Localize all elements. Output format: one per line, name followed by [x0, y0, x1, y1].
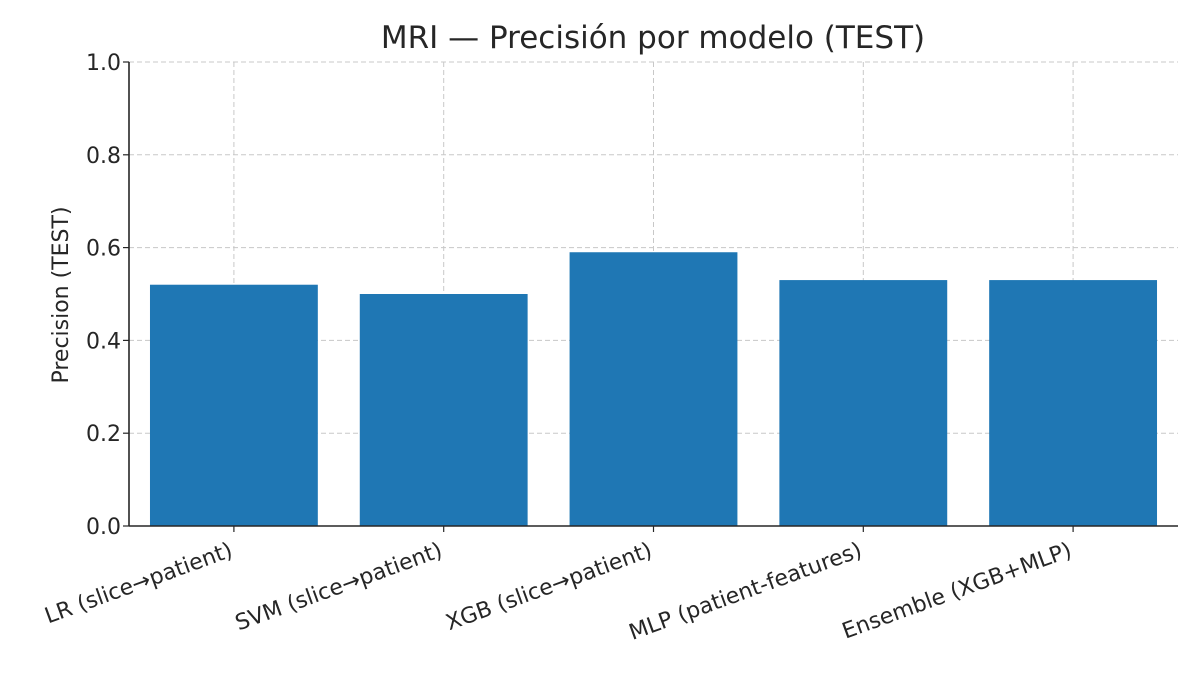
x-tick-label: Ensemble (XGB+MLP)	[839, 538, 1075, 644]
bar	[359, 294, 528, 526]
y-axis-label: Precision (TEST)	[49, 206, 74, 383]
bar	[779, 280, 948, 526]
y-tick-label: 0.8	[86, 144, 121, 169]
bar	[569, 252, 738, 527]
bars	[149, 252, 1158, 527]
axes	[123, 61, 1178, 532]
x-tick-label: SVM (slice→patient)	[232, 538, 446, 636]
y-tick-label: 1.0	[86, 51, 121, 76]
bar	[989, 280, 1158, 526]
x-tick-label: MLP (patient-features)	[626, 538, 866, 646]
y-tick-label: 0.2	[86, 422, 121, 447]
y-tick-label: 0.4	[86, 329, 121, 354]
x-tick-label: LR (slice→patient)	[42, 538, 236, 629]
bar	[149, 284, 318, 526]
x-tick-label: XGB (slice→patient)	[443, 538, 656, 636]
y-tick-label: 0.0	[86, 515, 121, 540]
y-tick-label: 0.6	[86, 237, 121, 262]
chart-title: MRI — Precisión por modelo (TEST)	[381, 20, 925, 56]
